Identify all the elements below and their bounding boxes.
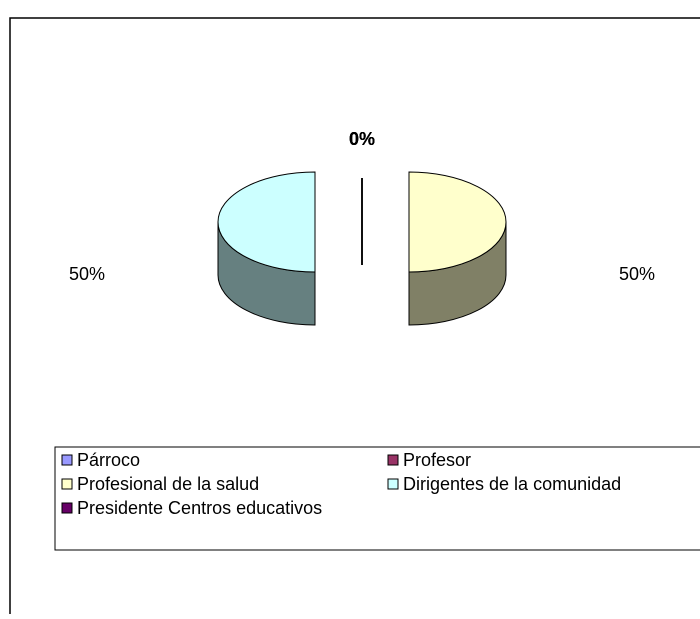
legend-swatch [387, 478, 399, 490]
pie-slice [408, 171, 507, 273]
data-label: 0% [349, 129, 375, 149]
legend-box [54, 446, 700, 551]
legend-label: Dirigentes de la comunidad [403, 474, 621, 494]
legend-swatch [61, 478, 73, 490]
legend-swatch [387, 454, 399, 466]
data-label: 50% [69, 264, 105, 284]
legend-label: Presidente Centros educativos [77, 498, 322, 518]
legend-label: Profesor [403, 450, 471, 470]
data-label: 50% [619, 264, 655, 284]
legend-label: Profesional de la salud [77, 474, 259, 494]
legend-label: Párroco [77, 450, 140, 470]
legend-swatch [61, 454, 73, 466]
data-label: 0% [349, 129, 375, 149]
legend-swatch [61, 502, 73, 514]
pie-slice [217, 171, 316, 273]
data-label: 0% [349, 129, 375, 149]
